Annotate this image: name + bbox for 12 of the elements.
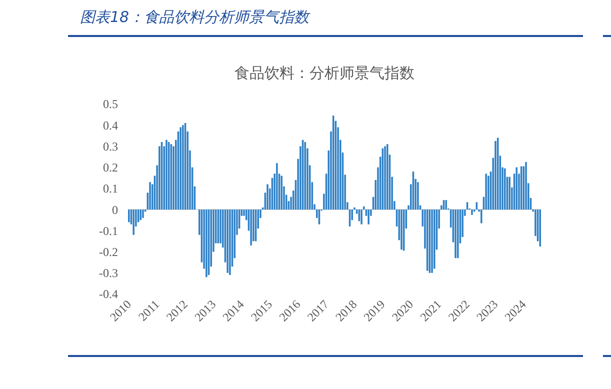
- chart-title: 图表18：食品饮料分析师景气指数: [80, 8, 312, 26]
- y-tick-label: 0.3: [103, 139, 118, 154]
- y-tick-label: -0.2: [99, 244, 118, 259]
- y-tick-label: 0.5: [103, 97, 118, 112]
- y-tick-label: 0.4: [103, 118, 118, 132]
- y-tick-label: 0: [112, 202, 118, 217]
- y-tick-label: -0.4: [99, 287, 118, 302]
- y-tick-label: -0.3: [99, 266, 118, 280]
- y-tick-label: 0.1: [103, 182, 118, 196]
- y-tick-label: 0.2: [103, 160, 118, 175]
- chart-subtitle: 食品饮料：分析师景气指数: [234, 65, 414, 82]
- y-tick-label: -0.1: [99, 224, 118, 238]
